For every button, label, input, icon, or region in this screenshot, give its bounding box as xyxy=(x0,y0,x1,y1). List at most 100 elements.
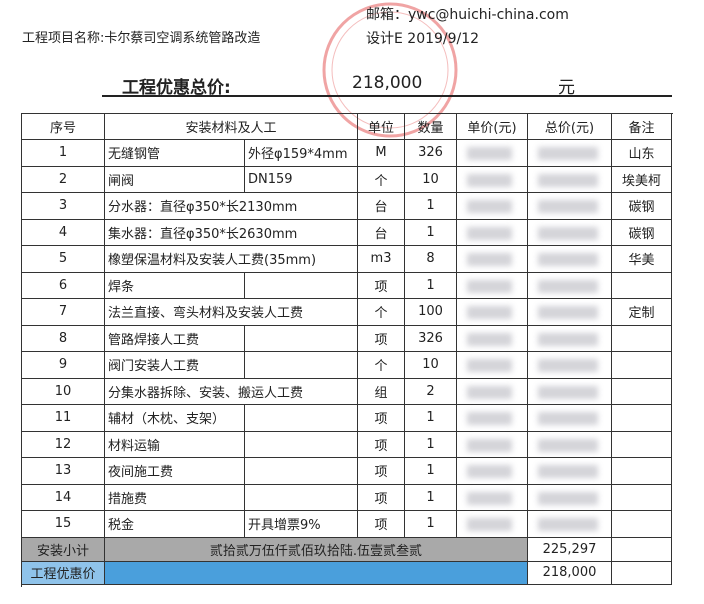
item-spec: 开具增票9% xyxy=(245,511,358,538)
unit: 项 xyxy=(358,458,405,485)
redacted xyxy=(467,279,512,293)
item-name: 无缝钢管 xyxy=(105,140,245,167)
qty: 100 xyxy=(405,299,457,326)
unit-price xyxy=(457,272,528,299)
unit-price xyxy=(457,325,528,352)
unit: 台 xyxy=(358,219,405,246)
unit-price xyxy=(457,193,528,220)
line-total xyxy=(528,219,612,246)
unit-price xyxy=(457,511,528,538)
redacted xyxy=(467,332,512,346)
remark xyxy=(612,458,672,485)
item-name: 分集水器拆除、安装、搬运人工费 xyxy=(105,378,358,405)
line-total xyxy=(528,378,612,405)
column-header: 总价(元) xyxy=(528,113,612,140)
row-no: 15 xyxy=(22,511,105,538)
item-spec xyxy=(245,325,358,352)
item-name: 夜间施工费 xyxy=(105,458,245,485)
remark xyxy=(612,352,672,379)
line-total xyxy=(528,193,612,220)
redacted xyxy=(467,200,512,213)
item-spec: DN159 xyxy=(245,166,358,193)
unit-price xyxy=(457,484,528,511)
unit: m3 xyxy=(358,246,405,273)
item-name: 税金 xyxy=(105,511,245,538)
redacted xyxy=(538,147,598,160)
redacted xyxy=(538,173,598,187)
qty: 10 xyxy=(405,166,457,193)
remark: 定制 xyxy=(612,299,672,326)
remark xyxy=(612,378,672,405)
redacted xyxy=(467,465,512,478)
remark xyxy=(612,272,672,299)
row-no: 13 xyxy=(22,458,105,485)
row-no: 9 xyxy=(22,352,105,379)
column-header: 单价(元) xyxy=(457,113,528,140)
redacted xyxy=(538,518,598,531)
row-no: 11 xyxy=(22,405,105,432)
item-name: 阀门安装人工费 xyxy=(105,352,245,379)
item-name: 分水器：直径φ350*长2130mm xyxy=(105,193,358,220)
table-frame xyxy=(21,113,673,587)
qty: 1 xyxy=(405,511,457,538)
column-header: 数量 xyxy=(405,113,457,140)
unit: 个 xyxy=(358,166,405,193)
unit: 项 xyxy=(358,325,405,352)
subtotal-words: 贰拾贰万伍仟贰佰玖拾陆.伍壹贰叁贰 xyxy=(105,537,528,562)
unit: 组 xyxy=(358,378,405,405)
redacted xyxy=(538,306,598,319)
unit-price xyxy=(457,299,528,326)
item-spec xyxy=(245,431,358,458)
row-no: 2 xyxy=(22,166,105,193)
design-date: 设计E 2019/9/12 xyxy=(366,31,480,47)
redacted xyxy=(467,385,512,399)
item-name: 材料运输 xyxy=(105,431,245,458)
remark: 碳钢 xyxy=(612,193,672,220)
qty: 1 xyxy=(405,484,457,511)
item-name: 法兰直接、弯头材料及安装人工费 xyxy=(105,299,358,326)
item-spec xyxy=(245,352,358,379)
item-name: 橡塑保温材料及安装人工费(35mm) xyxy=(105,246,358,273)
discount-total: 218,000 xyxy=(528,561,612,585)
qty: 1 xyxy=(405,219,457,246)
blank xyxy=(612,537,672,562)
remark xyxy=(612,511,672,538)
unit: 个 xyxy=(358,352,405,379)
total-unit: 元 xyxy=(558,78,575,98)
remark: 埃美柯 xyxy=(612,166,672,193)
qty: 1 xyxy=(405,272,457,299)
item-name: 集水器：直径φ350*长2630mm xyxy=(105,219,358,246)
redacted xyxy=(538,279,598,293)
item-name: 管路焊接人工费 xyxy=(105,325,245,352)
line-total xyxy=(528,299,612,326)
redacted xyxy=(538,465,598,478)
redacted xyxy=(467,147,512,160)
remark: 华美 xyxy=(612,246,672,273)
item-spec xyxy=(245,484,358,511)
discount-label: 工程优惠价 xyxy=(22,561,105,585)
blank xyxy=(612,561,672,585)
qty: 1 xyxy=(405,431,457,458)
unit-price xyxy=(457,352,528,379)
redacted xyxy=(538,200,598,213)
redacted xyxy=(467,253,512,266)
unit: 项 xyxy=(358,511,405,538)
qty: 1 xyxy=(405,405,457,432)
column-header: 安装材料及人工 xyxy=(105,113,358,140)
unit-price xyxy=(457,405,528,432)
qty: 8 xyxy=(405,246,457,273)
redacted xyxy=(538,385,598,399)
line-total xyxy=(528,405,612,432)
qty: 10 xyxy=(405,352,457,379)
redacted xyxy=(467,306,512,319)
row-no: 14 xyxy=(22,484,105,511)
remark xyxy=(612,325,672,352)
total-label: 工程优惠总价: xyxy=(122,78,231,98)
unit: 项 xyxy=(358,431,405,458)
remark xyxy=(612,431,672,458)
redacted xyxy=(467,173,512,187)
line-total xyxy=(528,325,612,352)
row-no: 8 xyxy=(22,325,105,352)
item-name: 闸阀 xyxy=(105,166,245,193)
